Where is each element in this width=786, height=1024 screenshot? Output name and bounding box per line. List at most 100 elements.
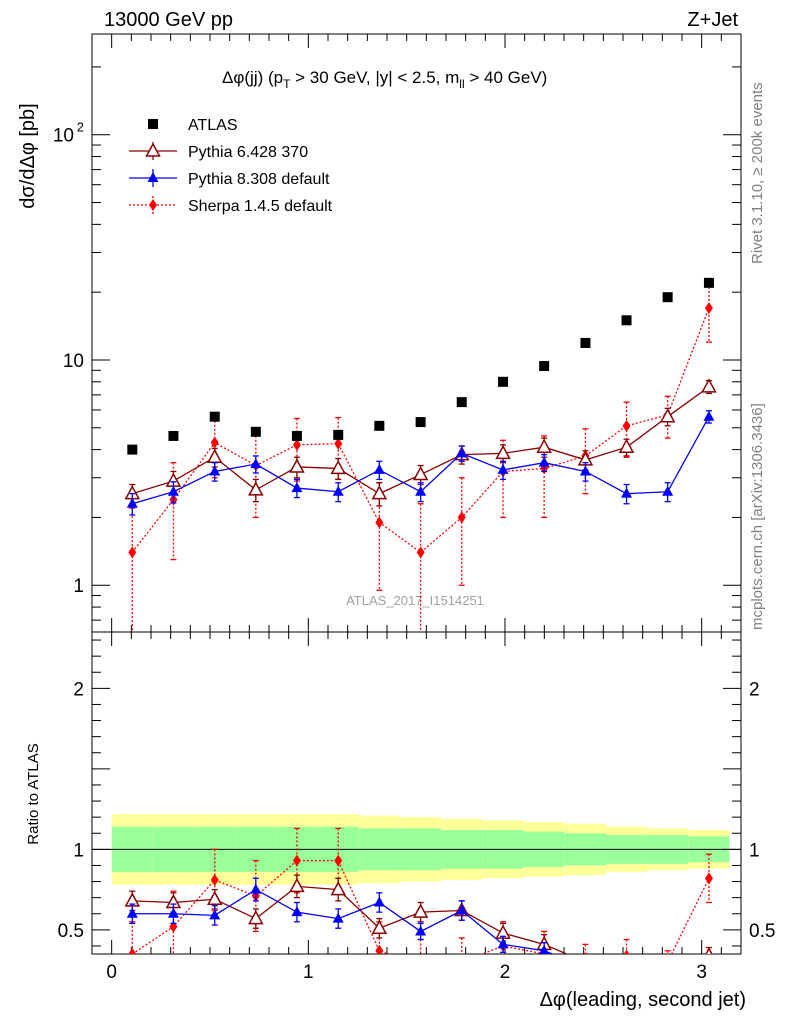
mcplots-label: mcplots.cern.ch [arXiv:1306.3436] (749, 403, 766, 630)
main-point-pythia8 (662, 485, 674, 496)
main-point-pythia8 (373, 463, 385, 474)
analysis-watermark: ATLAS_2017_I1514251 (346, 593, 484, 608)
main-point-pythia8 (538, 456, 550, 467)
ratio-point-pythia6 (620, 960, 633, 972)
ratio-point-sherpa (623, 949, 630, 954)
main-point-atlas (580, 337, 591, 348)
x-tick-label: 0 (106, 962, 117, 983)
main-point-atlas (374, 420, 385, 431)
legend-label-atlas: ATLAS (188, 117, 238, 134)
main-point-pythia8 (497, 463, 509, 474)
main-point-atlas (415, 417, 426, 428)
ratio-y-tick-label-left: 0.5 (58, 921, 84, 942)
ratio-point-pythia8 (621, 977, 632, 987)
main-y-tick-label-exponent: 2 (77, 120, 84, 135)
rivet-version-label: Rivet 3.1.10, ≥ 200k events (749, 82, 766, 264)
main-point-pythia8 (209, 465, 221, 476)
main-point-pythia6 (412, 465, 429, 481)
ratio-point-pythia6 (585, 953, 586, 954)
main-point-sherpa (292, 438, 301, 451)
energy-label: 13000 GeV pp (104, 9, 233, 31)
main-point-sherpa (622, 419, 631, 432)
main-point-pythia8 (579, 465, 591, 476)
ratio-point-pythia8 (332, 912, 344, 923)
ratio-point-sherpa (458, 956, 466, 968)
ratio-point-pythia8 (250, 883, 262, 894)
ratio-point-pythia8 (539, 944, 550, 954)
main-point-atlas (127, 444, 138, 455)
main-y-tick-label: 10 (63, 351, 84, 372)
main-point-pythia6 (289, 458, 305, 473)
main-data-marks (124, 277, 717, 632)
main-point-pythia8 (126, 497, 138, 508)
main-point-sherpa (704, 302, 713, 315)
ratio-point-pythia6 (705, 947, 713, 954)
main-point-pythia8 (415, 485, 427, 496)
main-point-atlas (250, 426, 261, 437)
main-point-pythia8 (621, 487, 633, 498)
ratio-point-pythia8 (373, 896, 385, 907)
main-point-pythia8 (332, 485, 344, 496)
ratio-point-sherpa (664, 956, 672, 968)
main-point-pythia6 (248, 481, 264, 496)
main-point-atlas (703, 277, 714, 288)
x-tick-label: 3 (696, 962, 707, 983)
ratio-point-pythia6 (371, 919, 388, 934)
main-point-pythia6 (495, 444, 511, 460)
main-point-sherpa (128, 546, 137, 559)
legend-label-pythia8: Pythia 8.308 default (188, 171, 330, 188)
ratio-point-pythia8 (291, 906, 303, 917)
main-point-pythia6 (701, 378, 717, 393)
ratio-point-pythia6 (206, 890, 223, 906)
ratio-point-pythia8 (456, 904, 468, 915)
ratio-point-pythia6 (248, 910, 264, 925)
main-point-atlas (168, 430, 179, 441)
main-point-pythia6 (536, 438, 552, 453)
plot-title-part-c: > 40 GeV) (465, 68, 548, 87)
main-point-pythia6 (330, 459, 346, 475)
main-point-pythia8 (291, 482, 303, 493)
main-point-sherpa (210, 436, 219, 449)
main-point-pythia8 (167, 485, 179, 496)
ratio-point-pythia6 (661, 957, 674, 969)
main-point-sherpa (334, 437, 343, 450)
ratio-point-pythia8 (580, 961, 591, 971)
ratio-data-marks (124, 827, 713, 987)
ratio-point-pythia8 (497, 938, 509, 949)
main-point-atlas (291, 430, 302, 441)
main-point-atlas (539, 361, 550, 372)
ratio-y-tick-label-right: 2 (749, 679, 760, 700)
main-point-sherpa (375, 516, 384, 529)
process-label: Z+Jet (687, 9, 738, 31)
ratio-point-sherpa (292, 854, 301, 867)
ratio-point-pythia6 (412, 903, 429, 918)
legend-marker-atlas (148, 119, 158, 129)
y-axis-label-main: dσ/dΔφ [pb] (17, 103, 39, 208)
main-point-pythia8 (456, 447, 468, 458)
ratio-y-tick-label-right: 1 (749, 840, 760, 861)
main-axis-ticks (92, 34, 741, 632)
legend-marker-pythia6 (145, 142, 161, 157)
main-point-pythia6 (659, 408, 676, 423)
ratio-point-sherpa (375, 944, 384, 954)
main-point-atlas (621, 315, 632, 326)
ratio-point-pythia8 (126, 907, 138, 918)
main-point-pythia6 (206, 448, 223, 463)
y-axis-label-ratio: Ratio to ATLAS (25, 743, 42, 844)
ratio-point-pythia8 (415, 925, 427, 936)
legend-marker-sherpa (149, 199, 157, 211)
main-point-pythia6 (618, 438, 635, 453)
ratio-panel-frame (91, 631, 742, 955)
ratio-point-sherpa (581, 954, 589, 966)
ratio-axis-ticks (92, 632, 741, 954)
ratio-point-pythia8 (209, 909, 221, 920)
ratio-point-pythia6 (289, 877, 305, 893)
main-point-atlas (333, 429, 344, 440)
main-point-sherpa (457, 511, 466, 524)
main-line-sherpa (131, 307, 710, 554)
ratio-point-pythia8 (167, 907, 179, 918)
legend: ATLAS Pythia 6.428 370 Pythia 8.308 defaul… (129, 117, 333, 215)
legend-label-pythia6: Pythia 6.428 370 (188, 144, 308, 161)
